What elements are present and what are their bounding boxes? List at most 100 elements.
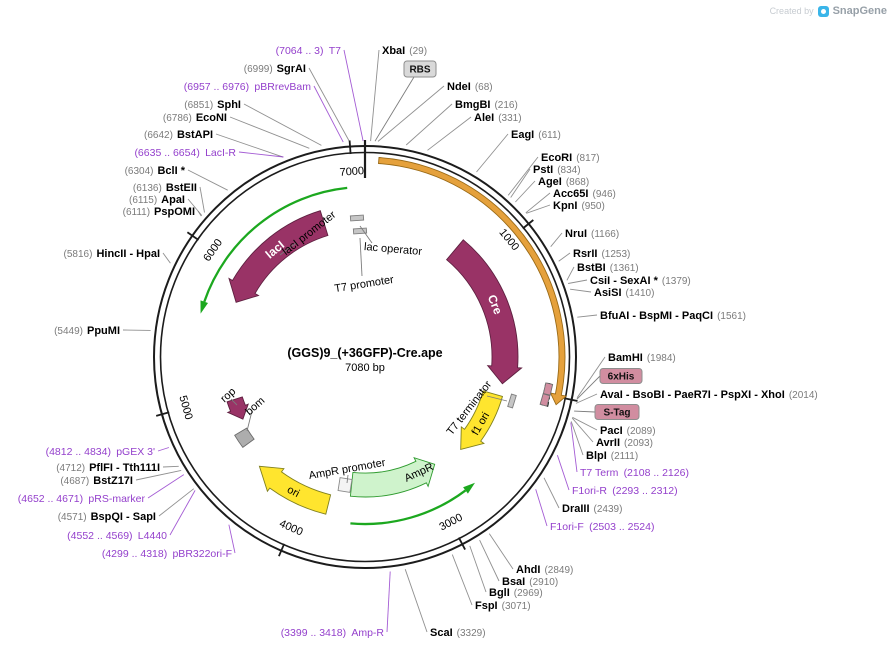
enzyme-label[interactable]: BamHI (1984) [608, 352, 676, 364]
enzyme-label[interactable]: PacI (2089) [600, 425, 656, 437]
leader-line [147, 474, 185, 499]
ampr-arrow[interactable] [349, 456, 436, 498]
s-tag-badge[interactable] [594, 404, 640, 420]
enzyme-label[interactable]: AhdI (2849) [516, 564, 573, 576]
enzyme-label[interactable]: (5449) PpuMI [54, 325, 120, 337]
enzyme-label[interactable]: EcoRI (817) [541, 152, 600, 164]
enzyme-label[interactable]: AvaI - BsoBI - PaeR7I - PspXI - XhoI (201… [600, 389, 818, 401]
primer-label[interactable]: F1ori-F (2503 .. 2524) [550, 521, 654, 533]
enzyme-label[interactable]: BfuAI - BspMI - PaqCI (1561) [600, 310, 746, 322]
enzyme-label[interactable]: (6851) SphI [184, 99, 241, 111]
leader-line [370, 49, 380, 142]
enzyme-label[interactable]: (5816) HincII - HpaI [64, 248, 160, 260]
leader-line [566, 266, 575, 281]
primer-label[interactable]: (4299 .. 4318) pBR322ori-F [102, 548, 232, 560]
enzyme-label[interactable]: EagI (611) [511, 129, 561, 141]
leader-line [570, 422, 578, 473]
feature-label[interactable]: lac operator [363, 241, 422, 258]
enzyme-label[interactable]: XbaI (29) [382, 45, 427, 57]
watermark-brand: SnapGene [832, 5, 887, 17]
tick-mark [278, 543, 286, 557]
primer-label[interactable]: T7 Term (2108 .. 2126) [580, 467, 689, 479]
primer-label[interactable]: (4552 .. 4569) L4440 [67, 530, 167, 542]
connector-line [279, 242, 297, 256]
his6-badge-label: 6xHis [608, 372, 635, 383]
leader-line [405, 103, 453, 146]
enzyme-label[interactable]: CsiI - SexAI * (1379) [590, 275, 691, 287]
feature-label[interactable]: T7 promoter [334, 274, 395, 295]
t7-promoter-bar[interactable] [352, 227, 368, 235]
rop-arrow[interactable] [226, 396, 249, 420]
enzyme-label[interactable]: (6111) PspOMI [123, 206, 195, 218]
leader-line [550, 232, 563, 247]
his6-badge[interactable] [599, 368, 643, 384]
t7-terminator-bar[interactable] [507, 393, 517, 409]
tick-label: 4000 [277, 518, 304, 539]
tick-label: 5000 [176, 394, 194, 421]
enzyme-label[interactable]: BstBI (1361) [577, 262, 639, 274]
enzyme-label[interactable]: AvrII (2093) [596, 437, 653, 449]
feature-label[interactable]: bom [243, 395, 267, 418]
ampr-orf-arrow[interactable] [350, 489, 467, 526]
enzyme-label[interactable]: RsrII (1253) [573, 248, 630, 260]
enzyme-label[interactable]: AgeI (868) [538, 176, 589, 188]
laci-arrow[interactable] [228, 210, 329, 303]
enzyme-label[interactable]: BglI (2969) [489, 587, 543, 599]
enzyme-label[interactable]: DraIII (2439) [562, 503, 622, 515]
primer-label[interactable]: (3399 .. 3418) Amp-R [281, 627, 385, 639]
primer-label[interactable]: (6957 .. 6976) pBRrevBam [184, 81, 311, 93]
orf-arc[interactable] [378, 157, 568, 406]
leader-line [243, 103, 322, 146]
ampr-promoter-box[interactable] [337, 477, 353, 493]
laci-orf-arrow[interactable] [203, 186, 348, 303]
leader-line [228, 524, 236, 554]
enzyme-label[interactable]: BmgBI (216) [455, 99, 518, 111]
f1-ori-arrow[interactable] [460, 390, 504, 450]
leader-line [507, 156, 539, 196]
leader-line [543, 477, 560, 509]
watermark-created-by: Created by [769, 6, 814, 16]
enzyme-label[interactable]: (6999) SgrAI [244, 63, 306, 75]
enzyme-label[interactable]: (6786) EcoNI [163, 112, 227, 124]
enzyme-label[interactable]: Acc65I (946) [553, 188, 616, 200]
s-tag-badge-label: S-Tag [603, 408, 630, 419]
lac-operator-bar[interactable] [349, 214, 365, 222]
enzyme-label[interactable]: FspI (3071) [475, 600, 531, 612]
connector-line [230, 398, 238, 406]
enzyme-label[interactable]: (6642) BstAPI [144, 129, 213, 141]
enzyme-label[interactable]: BlpI (2111) [586, 450, 638, 462]
primer-label[interactable]: (4812 .. 4834) pGEX 3' [46, 446, 155, 458]
leader-line [570, 288, 592, 293]
ori-arrow[interactable] [258, 465, 332, 515]
enzyme-label[interactable]: ScaI (3329) [430, 627, 486, 639]
rbs-badge[interactable] [403, 60, 437, 78]
plasmid-size: 7080 bp [345, 362, 385, 374]
enzyme-label[interactable]: KpnI (950) [553, 200, 605, 212]
enzyme-label[interactable]: AsiSI (1410) [594, 287, 654, 299]
leader-line [479, 539, 500, 582]
enzyme-label[interactable]: AleI (331) [474, 112, 522, 124]
bom-box[interactable] [234, 427, 255, 449]
primer-label[interactable]: (4652 .. 4671) pRS-marker [18, 493, 146, 505]
s-tag-feature-box[interactable] [539, 393, 551, 407]
enzyme-label[interactable]: PstI (834) [533, 164, 581, 176]
cre-arrow[interactable] [445, 239, 523, 385]
primer-label[interactable]: (6635 .. 6654) LacI-R [134, 147, 236, 159]
enzyme-label[interactable]: (4687) BstZ17I [60, 475, 133, 487]
enzyme-label[interactable]: NdeI (68) [447, 81, 493, 93]
enzyme-label[interactable]: BsaI (2910) [502, 576, 558, 588]
leader-line [571, 417, 594, 443]
enzyme-label[interactable]: (4712) PflFI - Tth111I [56, 462, 160, 474]
enzyme-label[interactable]: (6115) ApaI [129, 194, 185, 206]
leader-line [308, 67, 350, 142]
enzyme-label[interactable]: NruI (1166) [565, 228, 619, 240]
enzyme-label[interactable]: (6136) BstEII [133, 182, 197, 194]
primer-label[interactable]: (7064 .. 3) T7 [276, 45, 342, 57]
ori-arrow-label[interactable]: ori [285, 484, 301, 500]
enzyme-label[interactable]: (6304) BclI * [125, 165, 186, 177]
enzyme-label[interactable]: (4571) BspQI - SapI [58, 511, 156, 523]
leader-line [169, 490, 196, 536]
primer-label[interactable]: F1ori-R (2293 .. 2312) [572, 485, 678, 497]
leader-line [451, 554, 473, 606]
